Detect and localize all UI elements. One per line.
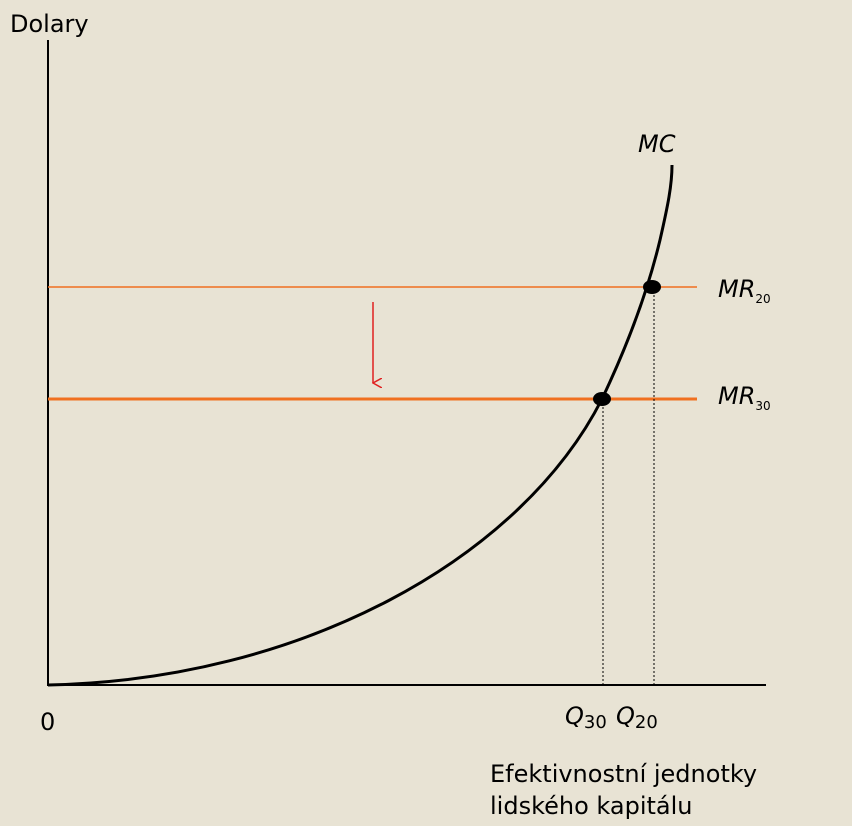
y-label: Dolary — [10, 10, 89, 38]
origin-label: 0 — [40, 708, 55, 736]
q30-label: Q30 — [565, 702, 607, 733]
label-sub: 30 — [755, 399, 770, 413]
label-name: MR — [718, 382, 755, 410]
label-sub: 20 — [755, 292, 770, 306]
label-sub: 30 — [584, 712, 607, 733]
mr30-label: MR30 — [718, 382, 771, 413]
x-label: lidského kapitálu — [490, 792, 693, 820]
x-label: Efektivnostní jednotky — [490, 760, 757, 788]
label-name: MR — [718, 275, 755, 303]
mr20-point — [643, 280, 661, 294]
mc-label: MC — [638, 130, 676, 158]
label-sub: 20 — [635, 712, 658, 733]
mr30-point — [593, 392, 611, 406]
label-name: Q — [565, 702, 584, 730]
label-name: Q — [616, 702, 635, 730]
q20-label: Q20 — [616, 702, 658, 733]
mr20-label: MR20 — [718, 275, 771, 306]
